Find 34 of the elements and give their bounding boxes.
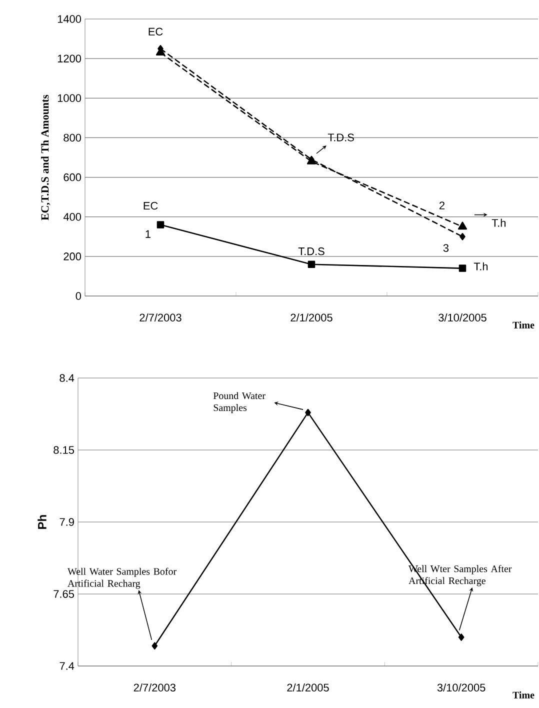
- y-tick-label: 400: [63, 212, 82, 221]
- y-axis-title: Ph: [38, 515, 46, 529]
- y-tick-label: 7.9: [60, 518, 74, 526]
- annotation: T.D.S: [328, 134, 354, 142]
- y-tick-label: 600: [64, 173, 82, 182]
- y-tick-label: 0: [76, 292, 82, 300]
- annotation: Well Water Samples Bofor Artificial Recharg: [67, 568, 176, 589]
- annotation: T.D.S: [298, 247, 324, 256]
- annotation: Pound Water Samples: [213, 392, 266, 414]
- annotation: EC: [144, 202, 158, 210]
- x-tick-label: 2/7/2003: [134, 683, 176, 692]
- y-tick-label: 1400: [58, 15, 82, 23]
- annotation: T.h: [492, 218, 506, 227]
- y-tick-label: 7.4: [60, 662, 74, 670]
- y-tick-label: 8.4: [60, 374, 74, 382]
- y-tick-label: 200: [64, 252, 82, 260]
- series-label: 3: [443, 244, 449, 252]
- x-axis-title: Time: [512, 691, 534, 698]
- y-tick-label: 800: [64, 134, 82, 142]
- x-axis-title: Time: [512, 321, 534, 328]
- y-tick-label: 7.65: [54, 590, 74, 598]
- annotation: EC: [148, 28, 163, 36]
- annotation: T.h: [474, 262, 488, 270]
- y-tick-label: 1200: [58, 54, 82, 62]
- x-tick-label: 2/7/2003: [140, 313, 182, 322]
- x-tick-label: 2/1/2005: [287, 683, 329, 692]
- y-tick-label: 1000: [58, 94, 82, 102]
- y-axis-title: EC,T.D.S and Th Amounts: [40, 94, 50, 220]
- x-tick-label: 3/10/2005: [437, 683, 486, 692]
- y-tick-label: 8.15: [54, 446, 74, 454]
- series-label: 1: [146, 230, 150, 238]
- x-tick-label: 3/10/2005: [438, 313, 486, 322]
- series-label: 2: [439, 202, 444, 210]
- x-tick-label: 2/1/2005: [290, 313, 332, 322]
